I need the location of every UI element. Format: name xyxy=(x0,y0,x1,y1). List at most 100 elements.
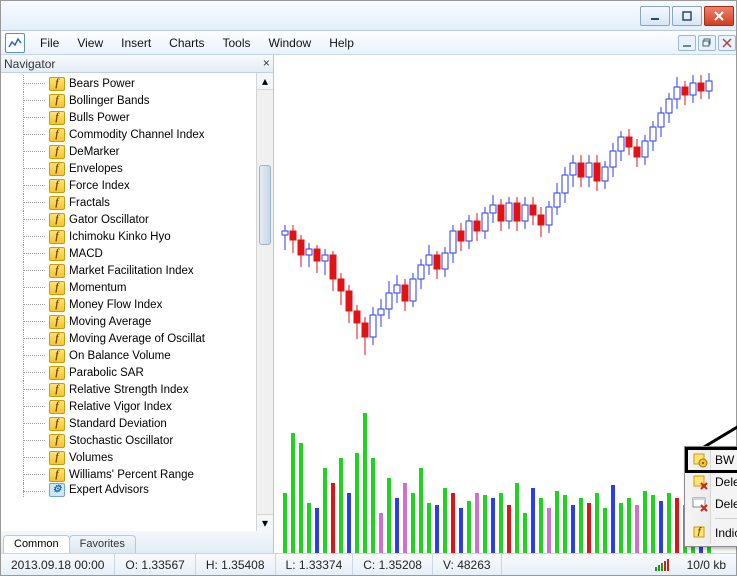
indicator-item[interactable]: f Gator Oscillator xyxy=(7,211,273,228)
indicator-label: Money Flow Index xyxy=(69,299,162,311)
indicator-item[interactable]: fMACD xyxy=(7,245,273,262)
mdi-close-button[interactable] xyxy=(718,35,736,51)
indicator-icon: f xyxy=(49,315,65,329)
indicator-item[interactable]: fParabolic SAR xyxy=(7,364,273,381)
indicator-item[interactable]: fStandard Deviation xyxy=(7,415,273,432)
indicator-label: Volumes xyxy=(69,452,113,464)
indicator-icon: f xyxy=(49,128,65,142)
indicator-icon: f xyxy=(49,451,65,465)
mdi-minimize-button[interactable] xyxy=(678,35,696,51)
indicator-label: Market Facilitation Index xyxy=(69,265,194,277)
indicator-item[interactable]: fFractals xyxy=(7,194,273,211)
indicator-item[interactable]: fMoving Average of Oscillat xyxy=(7,330,273,347)
menu-insert[interactable]: Insert xyxy=(112,33,160,53)
properties-icon xyxy=(691,451,709,469)
menu-window[interactable]: Window xyxy=(260,33,321,53)
indicator-item[interactable]: f Money Flow Index xyxy=(7,296,273,313)
ctx-properties[interactable]: BW MFI properties... xyxy=(687,449,737,471)
indicator-label: Parabolic SAR xyxy=(69,367,144,379)
tab-common[interactable]: Common xyxy=(3,535,70,553)
indicator-icon: f xyxy=(49,264,65,278)
indicator-label: Envelopes xyxy=(69,163,123,175)
indicator-label: Commodity Channel Index xyxy=(69,129,205,141)
status-net: 10/0 kb xyxy=(677,554,736,575)
indicator-item[interactable]: fRelative Vigor Index xyxy=(7,398,273,415)
indicator-icon: f xyxy=(49,77,65,91)
indicator-item[interactable]: f Volumes xyxy=(7,449,273,466)
status-datetime: 2013.09.18 00:00 xyxy=(1,554,115,575)
expert-advisors-item[interactable]: ⚙Expert Advisors xyxy=(7,483,273,497)
ctx-properties-label: BW MFI properties... xyxy=(715,453,737,467)
indicator-item[interactable]: fWilliams' Percent Range xyxy=(7,466,273,483)
status-bar: 2013.09.18 00:00 O: 1.33567 H: 1.35408 L… xyxy=(1,553,736,575)
indicator-icon: f xyxy=(49,349,65,363)
ctx-delete-window-label: Delete Indicator Window xyxy=(715,497,737,511)
indicator-icon: f xyxy=(49,247,65,261)
indicators-list-icon: f xyxy=(691,524,709,542)
context-menu-separator xyxy=(715,518,737,519)
indicator-item[interactable]: f Market Facilitation Index xyxy=(7,262,273,279)
indicator-item[interactable]: fRelative Strength Index xyxy=(7,381,273,398)
menu-charts[interactable]: Charts xyxy=(160,33,213,53)
menu-file[interactable]: File xyxy=(31,33,68,53)
maximize-button[interactable] xyxy=(672,6,702,26)
scroll-thumb[interactable] xyxy=(259,165,271,245)
indicator-item[interactable]: fOn Balance Volume xyxy=(7,347,273,364)
indicator-item[interactable]: f Bears Power xyxy=(7,75,273,92)
status-close: C: 1.35208 xyxy=(353,554,433,575)
candlestick-chart xyxy=(274,55,736,555)
navigator-scrollbar[interactable]: ▴ ▾ xyxy=(256,73,273,531)
indicator-icon: f xyxy=(49,298,65,312)
indicator-label: Momentum xyxy=(69,282,127,294)
indicator-icon: f xyxy=(49,281,65,295)
ctx-indicators-list-label: Indicators List xyxy=(715,526,737,540)
tab-favorites[interactable]: Favorites xyxy=(69,535,136,553)
indicator-item[interactable]: f Commodity Channel Index xyxy=(7,126,273,143)
indicator-item[interactable]: fMoving Average xyxy=(7,313,273,330)
menu-view[interactable]: View xyxy=(68,33,112,53)
navigator-close-icon[interactable]: × xyxy=(263,57,270,71)
indicator-icon: f xyxy=(49,162,65,176)
indicator-item[interactable]: f Envelopes xyxy=(7,160,273,177)
navigator-header: Navigator × xyxy=(1,55,273,73)
navigator-panel: Navigator × fBears PowerfBollinger Bands… xyxy=(1,55,274,553)
chart-area[interactable]: Edit Indicator BW MFI properties... Dele… xyxy=(274,55,736,553)
app-icon xyxy=(5,33,25,53)
indicator-label: Williams' Percent Range xyxy=(69,469,194,481)
indicator-item[interactable]: fBulls Power xyxy=(7,109,273,126)
status-high: H: 1.35408 xyxy=(196,554,276,575)
ctx-delete-window[interactable]: Delete Indicator Window xyxy=(687,493,737,515)
indicator-label: Bollinger Bands xyxy=(69,95,150,107)
indicator-label: Standard Deviation xyxy=(69,418,167,430)
indicator-item[interactable]: fDeMarker xyxy=(7,143,273,160)
indicator-icon: f xyxy=(49,434,65,448)
navigator-tree[interactable]: fBears PowerfBollinger BandsfBulls Power… xyxy=(1,73,273,531)
scroll-up-icon[interactable]: ▴ xyxy=(257,73,273,90)
status-open: O: 1.33567 xyxy=(115,554,195,575)
ctx-delete-indicator[interactable]: Delete Indicator xyxy=(687,471,737,493)
delete-indicator-icon xyxy=(691,473,709,491)
minimize-button[interactable] xyxy=(640,6,670,26)
indicator-item[interactable]: fIchimoku Kinko Hyo xyxy=(7,228,273,245)
context-menu: BW MFI properties... Delete Indicator De… xyxy=(684,446,737,547)
indicator-label: Bears Power xyxy=(69,78,135,90)
indicator-item[interactable]: fStochastic Oscillator xyxy=(7,432,273,449)
indicator-icon: f xyxy=(49,213,65,227)
indicator-label: Moving Average of Oscillat xyxy=(69,333,205,345)
menu-help[interactable]: Help xyxy=(320,33,363,53)
indicator-item[interactable]: f Momentum xyxy=(7,279,273,296)
indicator-item[interactable]: fForce Index xyxy=(7,177,273,194)
menu-tools[interactable]: Tools xyxy=(214,33,260,53)
indicator-item[interactable]: fBollinger Bands xyxy=(7,92,273,109)
window-titlebar xyxy=(1,1,736,31)
menubar: FileViewInsertChartsToolsWindowHelp xyxy=(1,31,736,55)
workspace: Navigator × fBears PowerfBollinger Bands… xyxy=(1,55,736,553)
delete-window-icon xyxy=(691,495,709,513)
close-button[interactable] xyxy=(704,6,734,26)
expert-icon: ⚙ xyxy=(49,483,65,497)
mdi-restore-button[interactable] xyxy=(698,35,716,51)
ctx-indicators-list[interactable]: f Indicators List Ctrl+I xyxy=(687,522,737,544)
scroll-down-icon[interactable]: ▾ xyxy=(257,514,273,531)
annotation-callout xyxy=(694,317,737,452)
indicator-label: Gator Oscillator xyxy=(69,214,149,226)
